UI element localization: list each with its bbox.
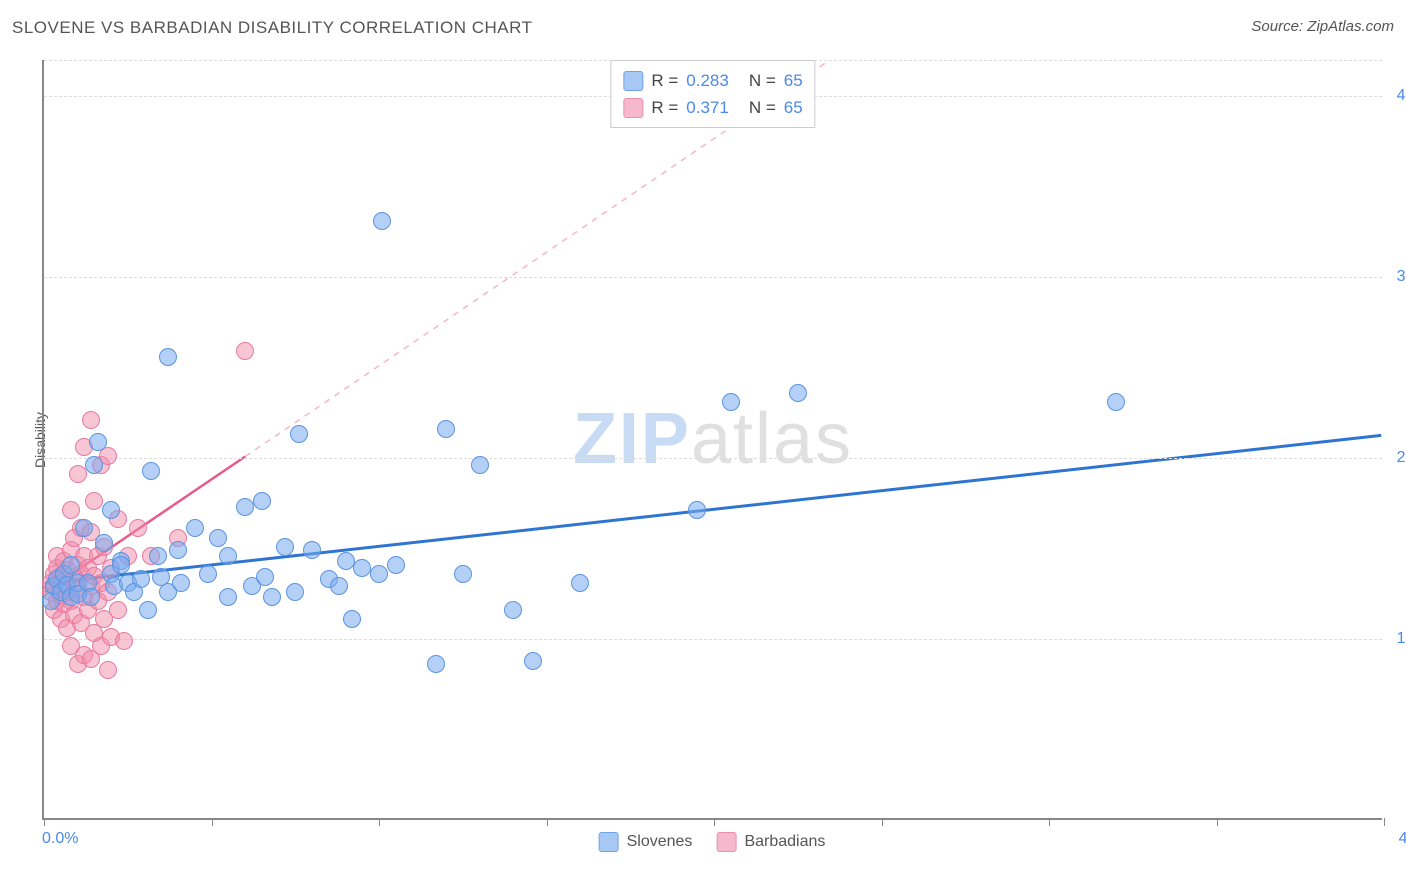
data-point-barbadian [129, 519, 147, 537]
correlation-legend: R = 0.283 N = 65 R = 0.371 N = 65 [610, 60, 815, 128]
x-tick [379, 818, 380, 826]
data-point-slovene [149, 547, 167, 565]
data-point-slovene [343, 610, 361, 628]
data-point-slovene [330, 577, 348, 595]
x-label-min: 0.0% [42, 830, 78, 848]
data-point-slovene [524, 652, 542, 670]
data-point-barbadian [62, 501, 80, 519]
chart-area: Disability ZIPatlas R = 0.283 N = 65 R =… [42, 60, 1382, 820]
data-point-slovene [504, 601, 522, 619]
x-tick [44, 818, 45, 826]
data-point-slovene [789, 384, 807, 402]
data-point-slovene [387, 556, 405, 574]
legend-item-slovenes: Slovenes [599, 832, 693, 852]
data-point-slovene [276, 538, 294, 556]
data-point-slovene [62, 556, 80, 574]
legend-item-barbadians: Barbadians [716, 832, 825, 852]
data-point-slovene [454, 565, 472, 583]
data-point-barbadian [236, 342, 254, 360]
x-tick [1217, 818, 1218, 826]
chart-title: SLOVENE VS BARBADIAN DISABILITY CORRELAT… [12, 18, 532, 37]
source-attribution: Source: ZipAtlas.com [1251, 18, 1394, 35]
data-point-slovene [102, 501, 120, 519]
data-point-slovene [169, 541, 187, 559]
data-point-slovene [95, 534, 113, 552]
y-tick-label: 20.0% [1397, 449, 1406, 467]
x-tick [1049, 818, 1050, 826]
swatch-slovenes [623, 71, 643, 91]
data-point-slovene [571, 574, 589, 592]
x-label-max: 40.0% [1399, 830, 1406, 848]
data-point-slovene [219, 547, 237, 565]
data-point-slovene [722, 393, 740, 411]
data-point-slovene [142, 462, 160, 480]
data-point-barbadian [85, 492, 103, 510]
data-point-slovene [132, 570, 150, 588]
data-point-slovene [85, 456, 103, 474]
data-point-slovene [186, 519, 204, 537]
gridline [44, 277, 1382, 278]
data-point-slovene [286, 583, 304, 601]
data-point-slovene [427, 655, 445, 673]
data-point-slovene [256, 568, 274, 586]
data-point-barbadian [69, 465, 87, 483]
trend-lines [44, 60, 1382, 818]
data-point-slovene [199, 565, 217, 583]
data-point-slovene [353, 559, 371, 577]
data-point-slovene [688, 501, 706, 519]
swatch-barbadians-icon [716, 832, 736, 852]
data-point-barbadian [82, 411, 100, 429]
data-point-slovene [370, 565, 388, 583]
watermark: ZIPatlas [573, 398, 853, 480]
data-point-slovene [253, 492, 271, 510]
x-tick [714, 818, 715, 826]
gridline [44, 458, 1382, 459]
data-point-slovene [290, 425, 308, 443]
data-point-slovene [159, 348, 177, 366]
y-tick-label: 40.0% [1397, 87, 1406, 105]
y-tick-label: 10.0% [1397, 630, 1406, 648]
data-point-slovene [219, 588, 237, 606]
data-point-slovene [209, 529, 227, 547]
y-tick-label: 30.0% [1397, 268, 1406, 286]
data-point-slovene [263, 588, 281, 606]
data-point-slovene [75, 519, 93, 537]
legend-row-slovenes: R = 0.283 N = 65 [623, 67, 802, 94]
data-point-slovene [471, 456, 489, 474]
plot-region: ZIPatlas R = 0.283 N = 65 R = 0.371 N = … [42, 60, 1382, 820]
data-point-slovene [172, 574, 190, 592]
data-point-slovene [82, 588, 100, 606]
legend-row-barbadians: R = 0.371 N = 65 [623, 94, 802, 121]
gridline [44, 639, 1382, 640]
data-point-slovene [1107, 393, 1125, 411]
data-point-slovene [373, 212, 391, 230]
data-point-slovene [337, 552, 355, 570]
x-tick [1384, 818, 1385, 826]
data-point-slovene [437, 420, 455, 438]
x-tick [547, 818, 548, 826]
series-legend: Slovenes Barbadians [599, 832, 826, 852]
x-tick [212, 818, 213, 826]
x-tick [882, 818, 883, 826]
swatch-slovenes-icon [599, 832, 619, 852]
data-point-slovene [303, 541, 321, 559]
data-point-slovene [112, 556, 130, 574]
data-point-barbadian [115, 632, 133, 650]
data-point-slovene [236, 498, 254, 516]
data-point-barbadian [109, 601, 127, 619]
data-point-slovene [139, 601, 157, 619]
data-point-slovene [89, 433, 107, 451]
swatch-barbadians [623, 98, 643, 118]
data-point-barbadian [99, 661, 117, 679]
